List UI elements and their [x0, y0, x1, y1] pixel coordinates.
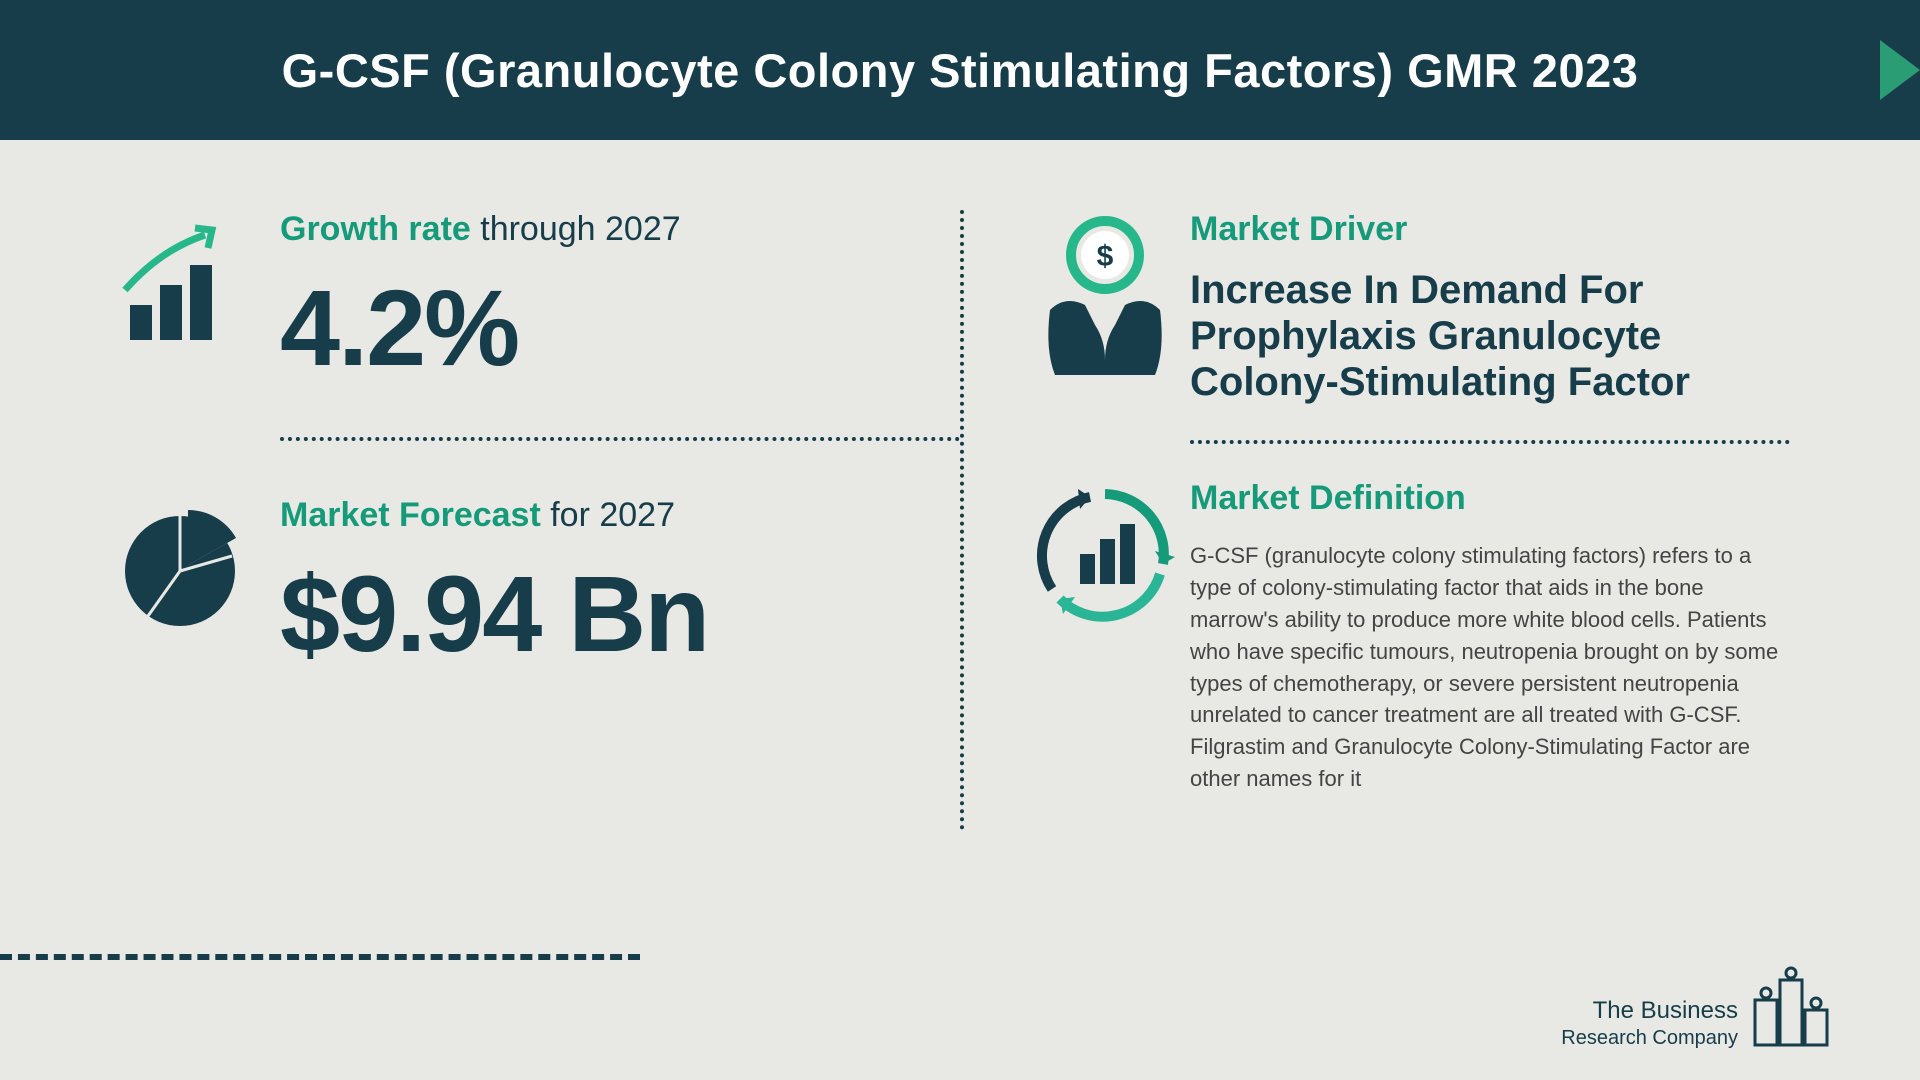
logo-line1: The Business [1561, 997, 1738, 1026]
forecast-label-teal: Market Forecast [280, 496, 541, 534]
growth-value: 4.2% [280, 274, 960, 382]
page-title: G-CSF (Granulocyte Colony Stimulating Fa… [282, 43, 1639, 98]
growth-text: Growth rate through 2027 4.2% [280, 210, 960, 382]
svg-text:$: $ [1097, 240, 1114, 273]
company-logo: The Business Research Company [1561, 960, 1840, 1050]
logo-buildings-icon [1750, 960, 1840, 1050]
forecast-value: $9.94 Bn [280, 560, 960, 668]
growth-label-dark: through 2027 [471, 210, 681, 248]
growth-chart-icon [110, 210, 280, 365]
driver-block: $ Market Driver Increase In Demand For P… [1030, 210, 1790, 405]
left-column: Growth rate through 2027 4.2% Marke [110, 210, 960, 795]
driver-title: Market Driver [1190, 210, 1790, 249]
growth-block: Growth rate through 2027 4.2% [110, 210, 960, 382]
horizontal-divider-left [280, 437, 960, 441]
definition-title: Market Definition [1190, 479, 1790, 518]
logo-line2: Research Company [1561, 1026, 1738, 1050]
growth-label: Growth rate through 2027 [280, 210, 960, 249]
header-banner: G-CSF (Granulocyte Colony Stimulating Fa… [0, 0, 1920, 140]
logo-text: The Business Research Company [1561, 997, 1738, 1050]
definition-text-block: Market Definition G-CSF (granulocyte col… [1190, 479, 1790, 795]
growth-label-teal: Growth rate [280, 210, 471, 248]
forecast-label-dark: for 2027 [541, 496, 675, 534]
definition-block: Market Definition G-CSF (granulocyte col… [1030, 479, 1790, 795]
pie-chart-icon [110, 496, 280, 651]
hands-coin-icon: $ [1030, 210, 1190, 385]
bottom-dash-line [0, 954, 640, 960]
content-area: Growth rate through 2027 4.2% Marke [0, 140, 1920, 795]
right-column: $ Market Driver Increase In Demand For P… [1030, 210, 1790, 795]
horizontal-divider-right [1190, 440, 1790, 444]
driver-text: Increase In Demand For Prophylaxis Granu… [1190, 267, 1790, 405]
header-arrow-icon [1880, 40, 1920, 100]
forecast-block: Market Forecast for 2027 $9.94 Bn [110, 496, 960, 668]
definition-text: G-CSF (granulocyte colony stimulating fa… [1190, 540, 1790, 795]
driver-text-block: Market Driver Increase In Demand For Pro… [1190, 210, 1790, 405]
forecast-label: Market Forecast for 2027 [280, 496, 960, 535]
cycle-chart-icon [1030, 479, 1190, 634]
forecast-text: Market Forecast for 2027 $9.94 Bn [280, 496, 960, 668]
vertical-divider [960, 210, 964, 830]
